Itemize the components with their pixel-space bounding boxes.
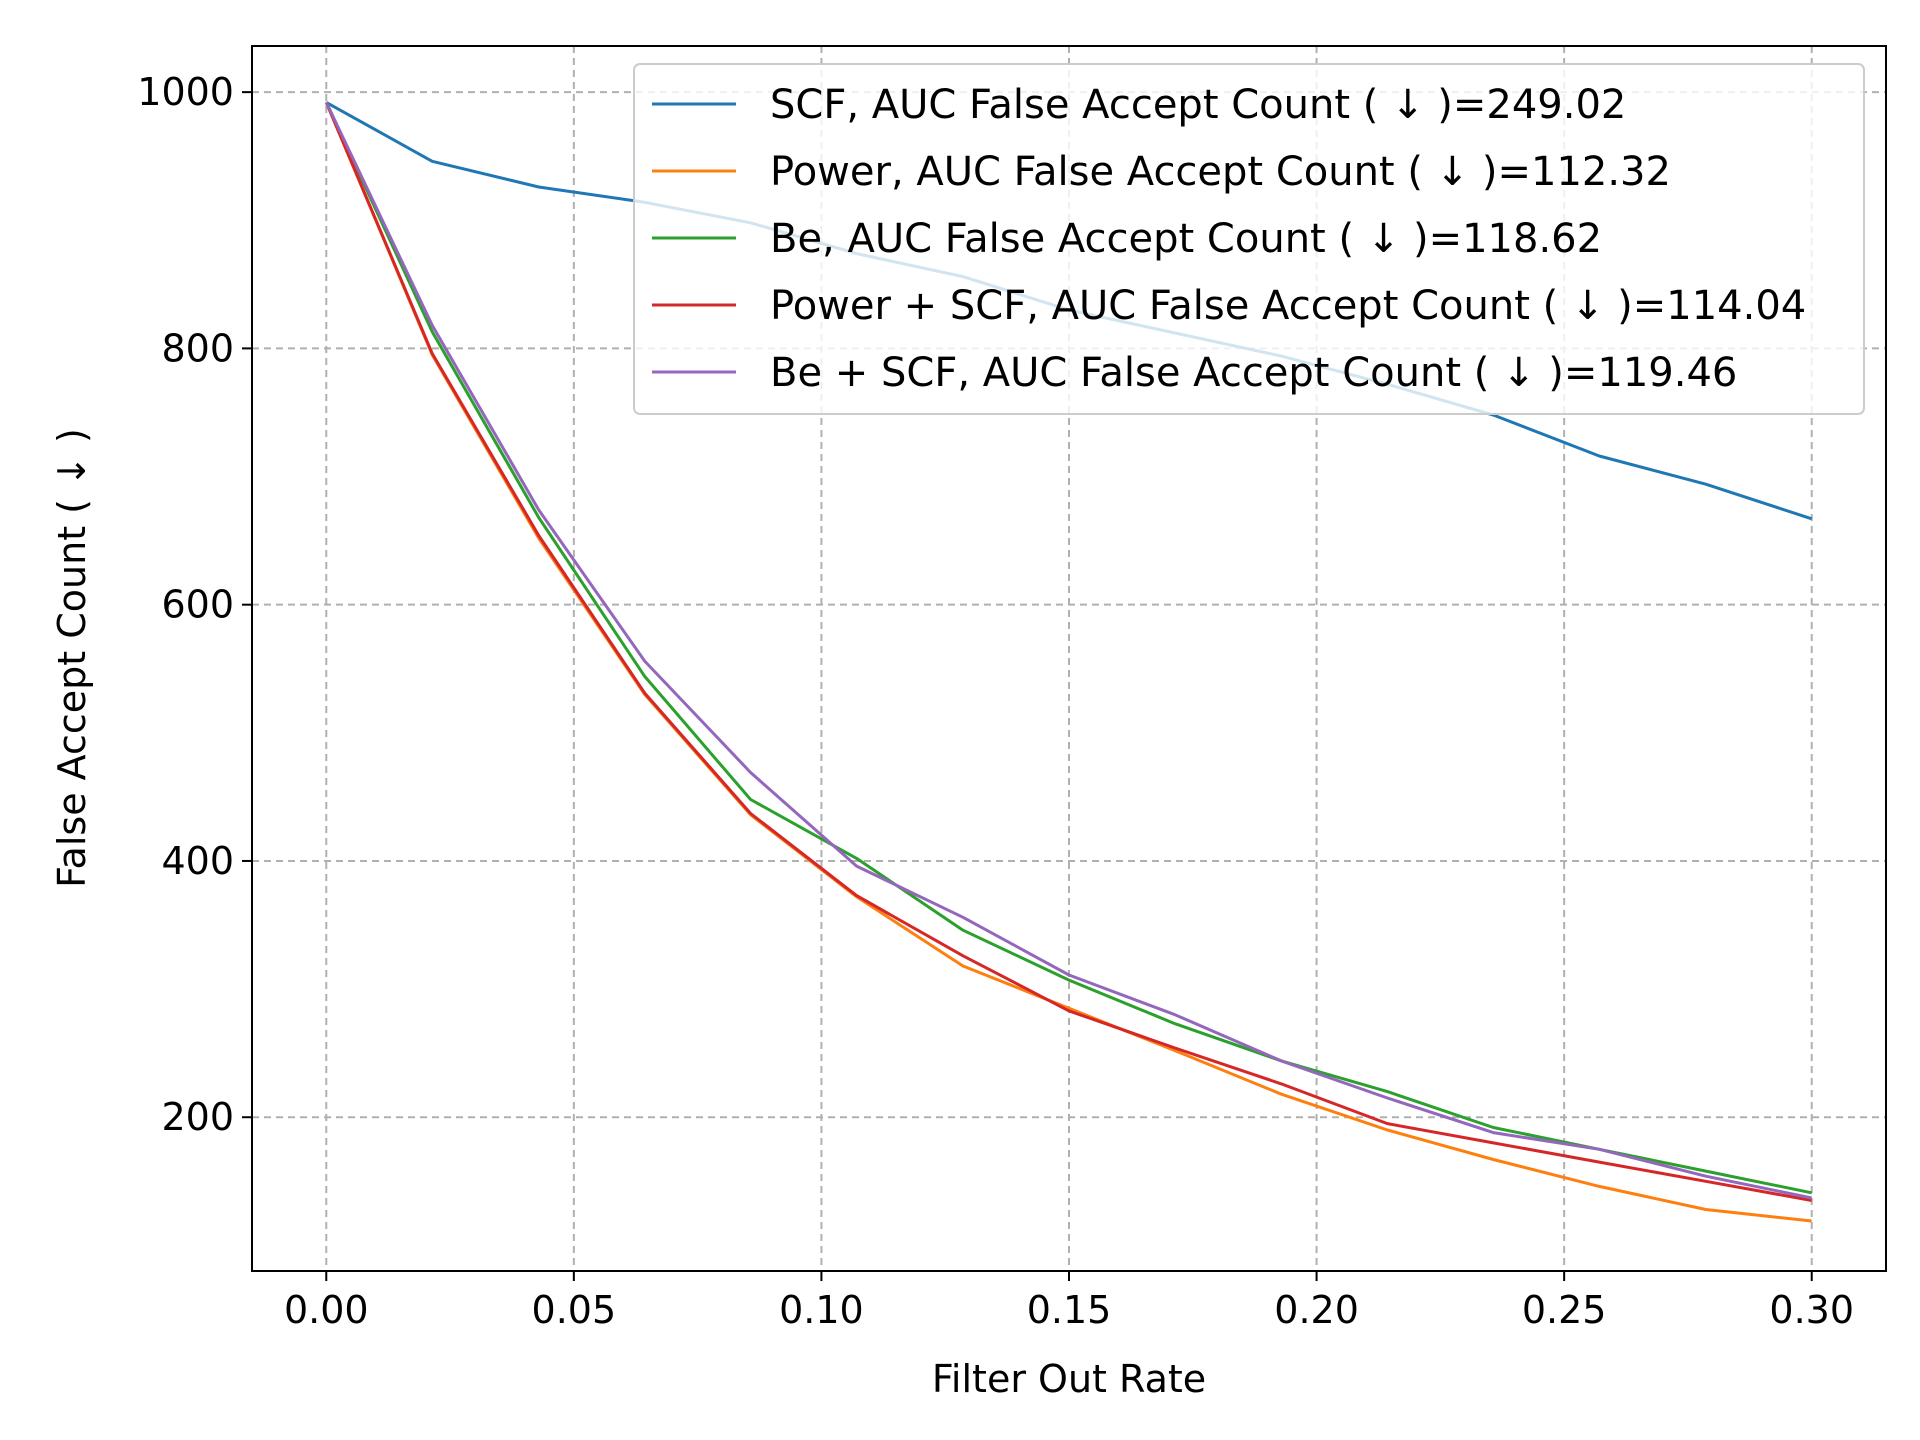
legend-label-5: Be + SCF, AUC False Accept Count ( ↓ )=1… bbox=[770, 350, 1737, 396]
x-tick-label: 0.30 bbox=[1769, 1288, 1854, 1332]
y-axis-label: False Accept Count ( ↓ ) bbox=[50, 428, 94, 888]
legend-box bbox=[633, 63, 1865, 415]
y-tick-label: 800 bbox=[161, 326, 234, 370]
y-tick-label: 600 bbox=[161, 583, 234, 627]
series-line-3 bbox=[324, 101, 1813, 1195]
y-tick-label: 200 bbox=[161, 1095, 234, 1139]
x-axis-label: Filter Out Rate bbox=[932, 1357, 1206, 1401]
series-line-5 bbox=[324, 101, 1813, 1200]
legend: SCF, AUC False Accept Count ( ↓ )=249.02… bbox=[633, 63, 1865, 415]
x-tick-label: 0.25 bbox=[1522, 1288, 1607, 1332]
legend-label-1: SCF, AUC False Accept Count ( ↓ )=249.02 bbox=[770, 82, 1626, 128]
series-line-4 bbox=[324, 101, 1812, 1202]
legend-label-2: Power, AUC False Accept Count ( ↓ )=112.… bbox=[770, 149, 1671, 195]
x-tick-label: 0.15 bbox=[1027, 1288, 1112, 1332]
legend-label-4: Power + SCF, AUC False Accept Count ( ↓ … bbox=[770, 283, 1806, 329]
series-layer bbox=[324, 101, 1813, 1223]
x-tick-label: 0.10 bbox=[779, 1288, 864, 1332]
y-tick-label: 1000 bbox=[137, 70, 234, 114]
y-tick-label: 400 bbox=[161, 839, 234, 883]
legend-label-3: Be, AUC False Accept Count ( ↓ )=118.62 bbox=[770, 216, 1602, 262]
x-tick-label: 0.00 bbox=[284, 1288, 369, 1332]
x-tick-label: 0.05 bbox=[532, 1288, 617, 1332]
x-tick-label: 0.20 bbox=[1274, 1288, 1359, 1332]
tick-layer: 0.00 0.05 0.10 0.15 0.20 0.25 0.30 200 400 600 800… bbox=[137, 70, 1854, 1332]
